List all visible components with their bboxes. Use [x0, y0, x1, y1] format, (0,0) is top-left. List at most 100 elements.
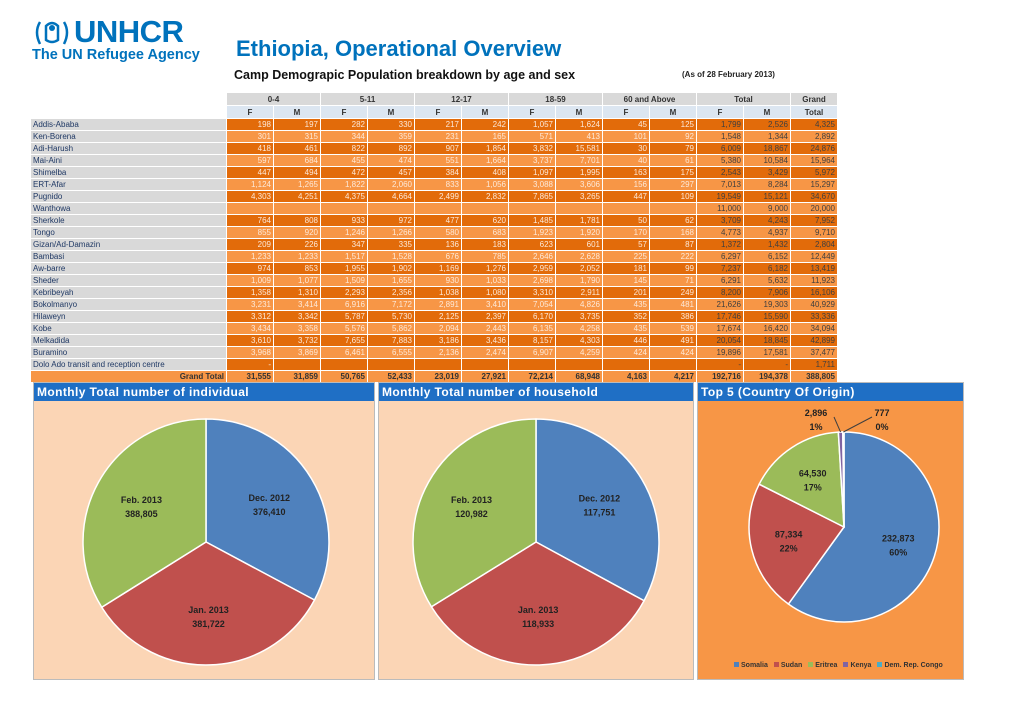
table-cell: 1,655 [367, 274, 415, 287]
table-cell: 11,923 [790, 274, 838, 287]
table-cell: 231 [414, 130, 462, 143]
table-cell: 6,170 [508, 310, 556, 323]
table-cell [320, 358, 368, 371]
table-cell: 145 [602, 274, 650, 287]
table-cell: 972 [367, 214, 415, 227]
chart-title: Top 5 (Country Of Origin) [698, 383, 963, 401]
table-cell: 1,265 [273, 178, 321, 191]
table-cell: 892 [367, 142, 415, 155]
table-row: Pugnido 4,303 4,251 4,375 4,664 2,499 2,832 7,8… [30, 190, 838, 203]
table-cell: 474 [367, 154, 415, 167]
table-cell: 930 [414, 274, 462, 287]
data-label: 17% [804, 482, 822, 492]
table-row: Melkadida 3,610 3,732 7,655 7,883 3,186 3,436 8… [30, 334, 838, 347]
pie-slice-jan-2013 [100, 541, 316, 666]
table-cell: 3,709 [696, 214, 744, 227]
sex-header: M [555, 105, 603, 119]
table-cell: 181 [602, 262, 650, 275]
grand-total-cell: 31,859 [273, 370, 321, 383]
table-cell: 481 [649, 298, 697, 311]
table-cell: 352 [602, 310, 650, 323]
table-cell: 8,157 [508, 334, 556, 347]
table-cell: 197 [273, 118, 321, 131]
table-cell: 3,310 [508, 286, 556, 299]
table-cell: 62 [649, 214, 697, 227]
table-cell: 16,106 [790, 286, 838, 299]
table-cell: 335 [367, 238, 415, 251]
table-cell: 1,432 [743, 238, 791, 251]
table-cell: 477 [414, 214, 462, 227]
sex-header: M [367, 105, 415, 119]
camp-name: Sheder [30, 274, 227, 287]
grand-total-cell: 192,716 [696, 370, 744, 383]
grand-total-cell: 388,805 [790, 370, 838, 383]
table-cell: 447 [226, 166, 274, 179]
table-cell [367, 358, 415, 371]
table-cell: 4,773 [696, 226, 744, 239]
table-cell: 3,410 [461, 298, 509, 311]
data-label: 1% [809, 422, 822, 432]
data-label: 777 [874, 408, 889, 418]
table-cell: 7,054 [508, 298, 556, 311]
demographic-table: 0-4 5-11 12-17 18-59 60 and Above Total Grand F… [30, 92, 838, 383]
chart-panel-country-of-origin: Top 5 (Country Of Origin) 232,873 60% 87,3… [697, 382, 964, 680]
data-label: 120,982 [455, 509, 488, 519]
table-cell: 19,549 [696, 190, 744, 203]
table-cell: 18,845 [743, 334, 791, 347]
table-cell: 4,303 [226, 190, 274, 203]
group-header: 60 and Above [602, 92, 697, 106]
table-row: Tongo 855 920 1,246 1,266 580 683 1,923 1,920 170… [30, 226, 838, 239]
camp-name: Dolo Ado transit and reception centre [30, 358, 227, 371]
table-cell: 457 [367, 166, 415, 179]
data-label: Jan. 2013 [518, 605, 559, 615]
table-cell: 330 [367, 118, 415, 131]
table-cell: 61 [649, 154, 697, 167]
table-cell: 7,701 [555, 154, 603, 167]
table-cell: 2,543 [696, 166, 744, 179]
table-cell: 684 [273, 154, 321, 167]
table-cell: 7,865 [508, 190, 556, 203]
table-cell: 45 [602, 118, 650, 131]
table-cell: 7,013 [696, 178, 744, 191]
table-cell: 9,000 [743, 202, 791, 215]
grand-total-label: Grand Total [30, 370, 227, 383]
table-cell: 301 [226, 130, 274, 143]
table-cell: 822 [320, 142, 368, 155]
table-cell: 20,054 [696, 334, 744, 347]
data-label: 64,530 [799, 468, 827, 478]
grand-total-cell: 23,019 [414, 370, 462, 383]
table-cell: 1,781 [555, 214, 603, 227]
data-label: 376,410 [253, 507, 286, 517]
table-cell: 2,397 [461, 310, 509, 323]
table-cell: 3,735 [555, 310, 603, 323]
table-cell: 2,892 [790, 130, 838, 143]
camp-name: Gizan/Ad-Damazin [30, 238, 227, 251]
table-cell: 1,276 [461, 262, 509, 275]
table-cell: 37,477 [790, 346, 838, 359]
data-label: Dec. 2012 [579, 493, 621, 503]
table-cell: 24,876 [790, 142, 838, 155]
group-header: 18-59 [508, 92, 603, 106]
table-cell: 4,259 [555, 346, 603, 359]
table-cell: 19,896 [696, 346, 744, 359]
table-cell: 3,088 [508, 178, 556, 191]
pie-slice-sudan [748, 483, 846, 606]
table-cell: 33,336 [790, 310, 838, 323]
table-cell: 1,233 [226, 250, 274, 263]
table-cell: 109 [649, 190, 697, 203]
table-cell: 4,375 [320, 190, 368, 203]
table-cell: 1,310 [273, 286, 321, 299]
table-cell: 136 [414, 238, 462, 251]
table-cell: 15,581 [555, 142, 603, 155]
table-cell: 2,356 [367, 286, 415, 299]
table-cell [414, 202, 462, 215]
table-cell: 57 [602, 238, 650, 251]
logo-text: UNHCR [74, 14, 184, 49]
data-label: 0% [875, 422, 888, 432]
table-cell: 3,265 [555, 190, 603, 203]
table-cell: 1,822 [320, 178, 368, 191]
table-cell: 1,528 [367, 250, 415, 263]
table-cell: 6,291 [696, 274, 744, 287]
table-cell [226, 202, 274, 215]
camp-name: Sherkole [30, 214, 227, 227]
